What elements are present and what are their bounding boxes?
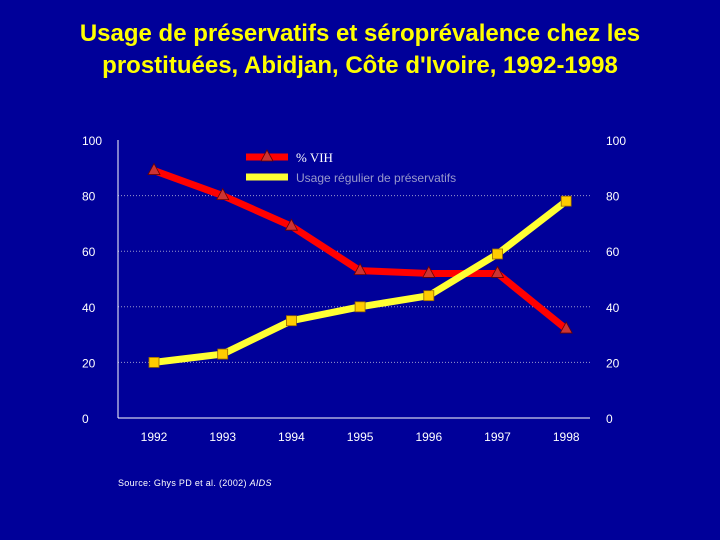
data-point-preservatif — [354, 301, 366, 313]
y-tick-label-right: 60 — [606, 245, 620, 259]
chart-title: Usage de préservatifs et séroprévalence … — [0, 18, 720, 82]
data-point-vih — [284, 218, 299, 231]
data-point-preservatif — [148, 356, 160, 368]
y-tick-label-right: 20 — [606, 356, 620, 370]
y-tick-label-right: 40 — [606, 301, 620, 315]
source-journal: AIDS — [249, 478, 272, 488]
data-point-vih — [559, 321, 573, 334]
data-point-preservatif — [285, 315, 297, 327]
source-text: Source: Ghys PD et al. (2002) — [118, 478, 247, 488]
x-tick-label: 1994 — [278, 430, 305, 444]
x-tick-label: 1993 — [209, 430, 236, 444]
legend-marker-vih — [260, 149, 274, 162]
chart-title-line2: prostituées, Abidjan, Côte d'Ivoire, 199… — [102, 52, 618, 79]
chart-title-line1: Usage de préservatifs et séroprévalence … — [79, 20, 641, 47]
y-tick-label-left: 20 — [82, 356, 96, 370]
x-tick-label: 1992 — [141, 430, 168, 444]
data-point-preservatif — [423, 290, 435, 302]
x-tick-label: 1995 — [347, 430, 374, 444]
data-point-vih — [422, 265, 436, 278]
y-tick-label-left: 60 — [82, 245, 96, 259]
x-tick-label: 1996 — [415, 430, 442, 444]
y-tick-label-left: 80 — [82, 190, 96, 204]
y-tick-label-right: 0 — [606, 412, 613, 426]
legend-label-vih: % VIH — [296, 150, 333, 165]
source-note: Source: Ghys PD et al. (2002) AIDS — [118, 478, 272, 488]
x-tick-label: 1997 — [484, 430, 511, 444]
y-tick-label-left: 40 — [82, 301, 96, 315]
data-point-vih — [490, 265, 505, 278]
y-tick-label-right: 80 — [606, 190, 620, 204]
data-point-vih — [353, 262, 367, 276]
y-tick-label-left: 100 — [82, 134, 102, 148]
data-point-preservatif — [560, 195, 572, 207]
y-tick-label-left: 0 — [82, 412, 89, 426]
legend-label-preservatif: Usage régulier de préservatifs — [296, 171, 456, 185]
y-tick-label-right: 100 — [606, 134, 626, 148]
data-point-vih — [147, 162, 161, 175]
data-point-preservatif — [492, 248, 503, 260]
data-point-preservatif — [217, 348, 229, 360]
data-point-vih — [216, 187, 230, 201]
x-tick-label: 1998 — [553, 430, 580, 444]
